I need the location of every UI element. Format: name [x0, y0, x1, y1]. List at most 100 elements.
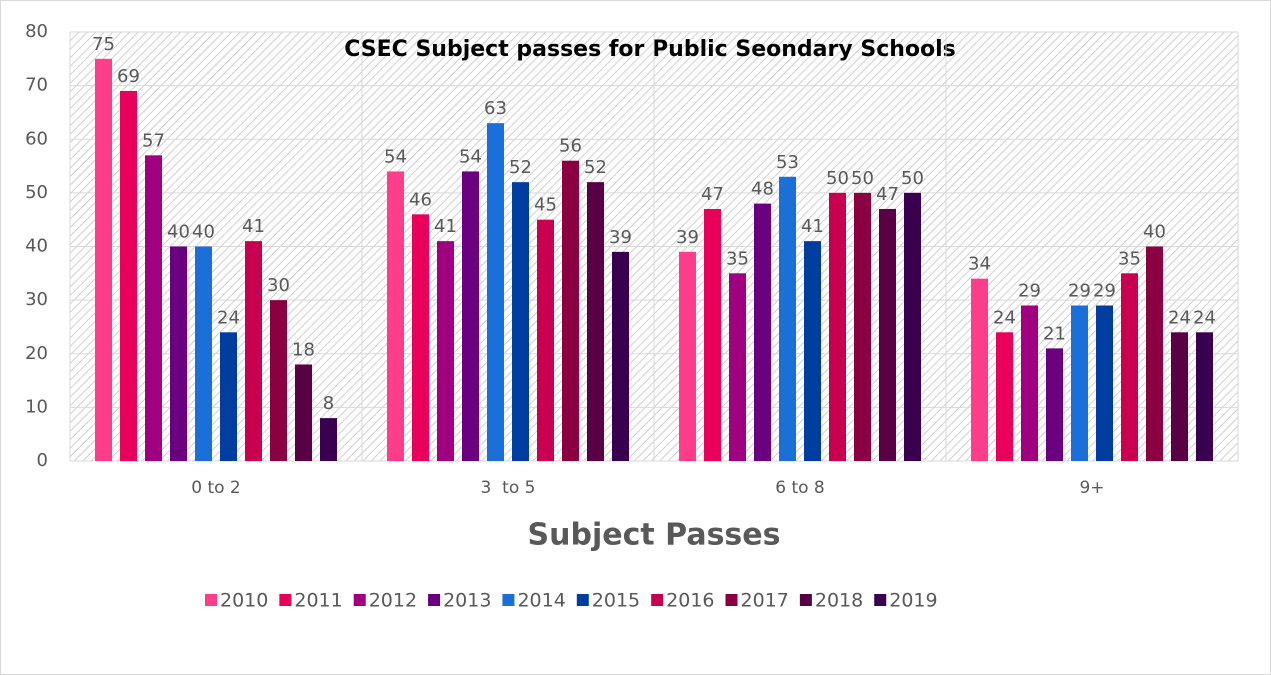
- legend-swatch: [651, 594, 664, 606]
- legend-swatch: [874, 594, 887, 606]
- value-label: 21: [1043, 323, 1066, 344]
- value-label: 56: [559, 136, 582, 157]
- bar: [729, 273, 746, 461]
- x-tick-label: 3 to 5: [481, 478, 536, 498]
- value-label: 24: [217, 307, 240, 328]
- bar: [879, 208, 896, 461]
- value-label: 40: [1143, 222, 1166, 243]
- bar: [270, 300, 287, 461]
- y-tick-label: 0: [37, 450, 48, 471]
- bar: [295, 364, 312, 461]
- legend-label: 2011: [294, 590, 342, 612]
- bar: [804, 241, 821, 461]
- y-tick-label: 60: [25, 128, 48, 149]
- bar: [537, 219, 554, 461]
- value-label: 50: [826, 168, 849, 189]
- bar: [1146, 246, 1163, 461]
- legend-label: 2015: [592, 590, 640, 612]
- bar: [170, 246, 187, 461]
- bar: [704, 208, 721, 461]
- value-label: 75: [92, 34, 115, 55]
- y-tick-label: 40: [25, 236, 48, 257]
- bar: [1071, 305, 1088, 461]
- legend-swatch: [353, 594, 366, 606]
- value-label: 48: [751, 179, 774, 200]
- legend-swatch: [428, 594, 441, 606]
- legend-swatch: [576, 594, 589, 606]
- bar: [95, 58, 112, 461]
- value-label: 34: [968, 254, 991, 275]
- legend-swatch: [205, 594, 217, 606]
- value-label: 50: [901, 168, 924, 189]
- value-label: 41: [242, 216, 265, 237]
- legend-swatch: [725, 594, 738, 606]
- bar: [754, 203, 771, 461]
- bar: [320, 418, 337, 461]
- legend-label: 2019: [889, 590, 937, 612]
- legend-label: 2014: [517, 590, 565, 612]
- value-label: 8: [323, 393, 334, 414]
- bar: [412, 214, 429, 461]
- legend-swatch: [279, 594, 292, 606]
- bar: [245, 241, 262, 461]
- bar: [854, 192, 871, 461]
- value-label: 41: [434, 216, 457, 237]
- value-label: 45: [534, 195, 557, 216]
- value-label: 47: [701, 184, 724, 205]
- bar: [971, 278, 988, 461]
- value-label: 54: [459, 146, 482, 167]
- x-tick-label: 0 to 2: [191, 478, 241, 498]
- bar: [612, 251, 629, 461]
- bar: [1021, 305, 1038, 461]
- legend-label: 2013: [443, 590, 491, 612]
- bar: [1171, 332, 1188, 461]
- chart-title: CSEC Subject passes for Public Seondary …: [344, 37, 956, 62]
- bar: [904, 192, 921, 461]
- legend-swatch: [502, 594, 515, 606]
- value-label: 29: [1068, 280, 1091, 301]
- value-label: 46: [409, 189, 432, 210]
- bar: [120, 90, 137, 462]
- value-label: 69: [117, 66, 140, 87]
- value-label: 41: [801, 216, 824, 237]
- bar: [996, 332, 1013, 461]
- bar: [1121, 273, 1138, 461]
- bar: [512, 182, 529, 461]
- bar: [1096, 305, 1113, 461]
- x-tick-label: 6 to 8: [775, 478, 825, 498]
- y-tick-label: 30: [25, 289, 48, 310]
- value-label: 29: [1018, 280, 1041, 301]
- bar: [562, 160, 579, 461]
- value-label: 52: [509, 157, 532, 178]
- value-label: 52: [584, 157, 607, 178]
- y-tick-label: 70: [25, 75, 48, 96]
- bar: [220, 332, 237, 461]
- legend-label: 2016: [666, 590, 714, 612]
- value-label: 18: [292, 339, 315, 360]
- y-tick-label: 50: [25, 182, 48, 203]
- legend-label: 2018: [815, 590, 863, 612]
- bar: [145, 155, 162, 461]
- value-label: 63: [484, 98, 507, 119]
- value-label: 50: [851, 168, 874, 189]
- bar: [1046, 348, 1063, 461]
- value-label: 39: [609, 227, 632, 248]
- bar: [437, 241, 454, 461]
- value-label: 24: [993, 307, 1016, 328]
- y-tick-label: 80: [25, 21, 48, 42]
- legend-swatch: [799, 594, 812, 606]
- bar: [679, 251, 696, 461]
- legend-label: 2017: [741, 590, 789, 612]
- value-label: 53: [776, 152, 799, 173]
- value-label: 35: [1118, 248, 1141, 269]
- value-label: 40: [192, 222, 215, 243]
- value-label: 39: [676, 227, 699, 248]
- value-label: 35: [726, 248, 749, 269]
- value-label: 57: [142, 130, 165, 151]
- bar: [487, 123, 504, 461]
- value-label: 29: [1093, 280, 1116, 301]
- value-label: 54: [384, 146, 407, 167]
- bar: [829, 192, 846, 461]
- value-label: 30: [267, 275, 290, 296]
